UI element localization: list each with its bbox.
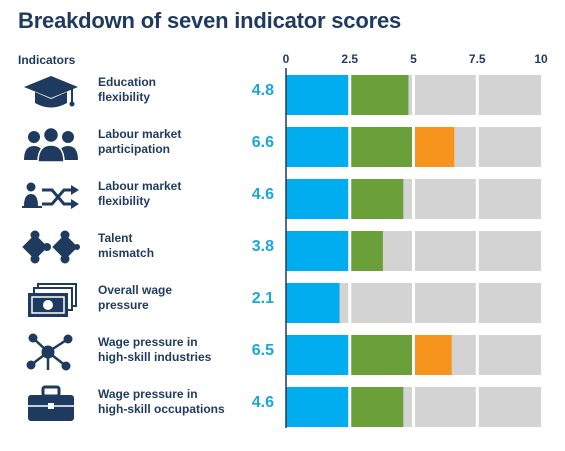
indicator-label: Education flexibility: [98, 75, 157, 104]
indicator-row: Overall wage pressure 2.1: [0, 274, 565, 326]
indicator-label: Wage pressure in high-skill industries: [98, 335, 212, 364]
graduation-cap-icon: [24, 76, 78, 108]
indicator-label: Labour market participation: [98, 127, 182, 156]
bar-segment: [286, 387, 350, 427]
indicator-label: Wage pressure in high-skill occupations: [98, 387, 225, 416]
network-nodes-icon: [26, 333, 73, 371]
indicator-score: 6.6: [251, 134, 274, 151]
indicator-row: Wage pressure in high-skill industries 6.…: [0, 326, 565, 378]
banknotes-icon: [28, 283, 77, 317]
indicator-row: Education flexibility 4.8: [0, 66, 565, 118]
bar-segment: [286, 283, 340, 323]
people-group-icon: [24, 126, 78, 163]
bar-segment: [349, 231, 383, 271]
bar-segment: [413, 335, 452, 375]
indicator-score: 6.5: [251, 342, 274, 359]
indicator-row: Labour market participation 6.6: [0, 118, 565, 170]
x-tick-label: 5: [410, 52, 417, 66]
briefcase-icon: [28, 385, 74, 421]
bar-segment: [286, 127, 350, 167]
indicator-score: 2.1: [251, 290, 274, 307]
puzzle-pieces-icon: [22, 230, 80, 264]
indicator-row: Talent mismatch 3.8: [0, 222, 565, 274]
bar-segment: [349, 179, 404, 219]
chart-title: Breakdown of seven indicator scores: [18, 8, 402, 33]
indicator-score: 4.6: [251, 394, 274, 411]
bar-segment: [349, 387, 404, 427]
bar-segment: [349, 75, 409, 115]
indicator-row: Labour market flexibility 4.6: [0, 170, 565, 222]
indicators-header: Indicators: [18, 53, 76, 67]
bar-segment: [349, 127, 414, 167]
x-tick-label: 2.5: [341, 52, 358, 66]
bar-segment: [286, 231, 350, 271]
x-tick-label: 7.5: [469, 52, 486, 66]
indicator-label: Talent mismatch: [98, 231, 155, 260]
indicator-label: Overall wage pressure: [98, 283, 173, 312]
bar-segment: [286, 179, 350, 219]
x-tick-label: 0: [283, 52, 290, 66]
indicator-label: Labour market flexibility: [98, 179, 182, 208]
bar-segment: [286, 335, 350, 375]
bar-segment: [413, 127, 455, 167]
indicator-score: 4.8: [251, 82, 274, 99]
indicator-score: 4.6: [251, 186, 274, 203]
x-tick-label: 10: [534, 52, 548, 66]
bar-segment: [286, 75, 350, 115]
indicator-score: 3.8: [251, 238, 274, 255]
indicator-row: Wage pressure in high-skill occupations 4…: [0, 378, 565, 430]
bar-segment: [349, 335, 414, 375]
person-shuffle-icon: [22, 182, 79, 209]
